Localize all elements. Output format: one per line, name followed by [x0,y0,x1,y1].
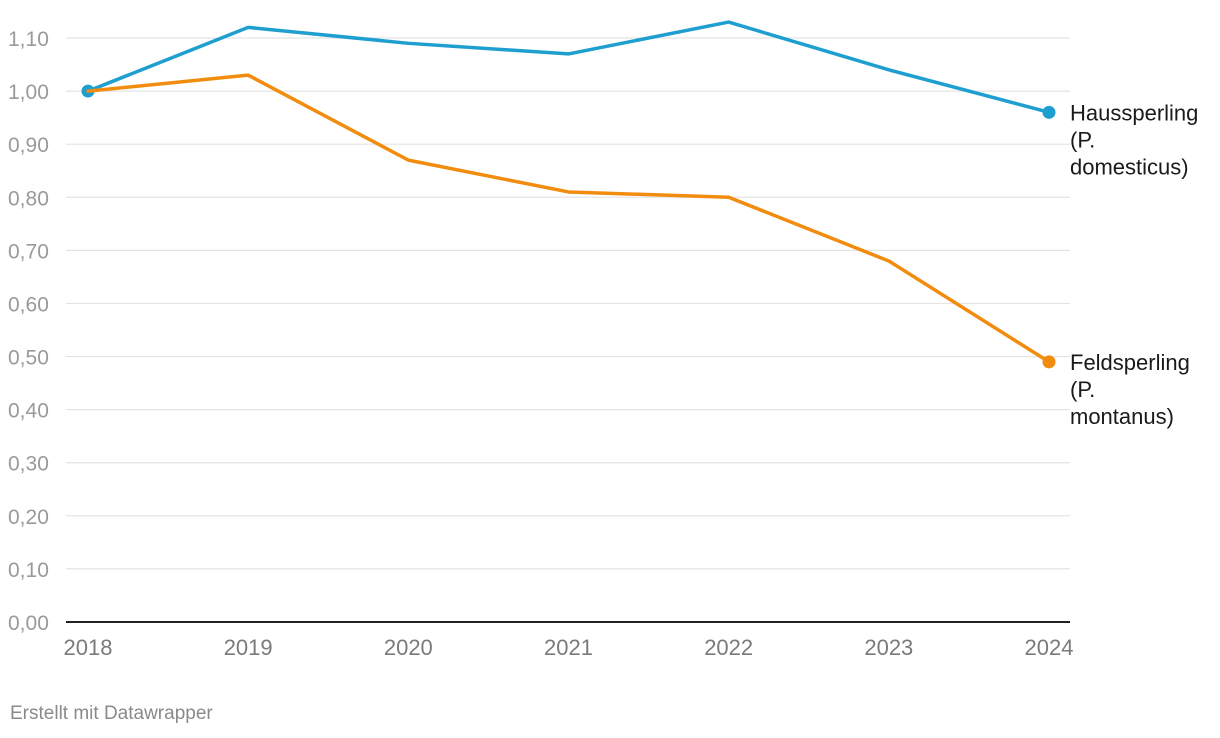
y-axis-ticks: 0,00 0,10 0,20 0,30 0,40 0,50 0,60 0,70 0,80 0,90… [8,28,49,635]
x-axis-ticks: 2018 2019 2020 2021 2022 2023 2024 [64,635,1074,660]
y-tick-label: 0,60 [8,293,49,316]
y-tick-label: 0,20 [8,506,49,529]
series-label-line: (P. [1070,127,1095,152]
y-tick-label: 0,70 [8,240,49,263]
x-tick-label: 2024 [1025,635,1074,660]
x-tick-label: 2018 [64,635,113,660]
series-label-line: Feldsperling [1070,350,1190,375]
y-tick-label: 0,90 [8,134,49,157]
series-lines [81,20,1056,369]
grid-lines [66,37,1070,623]
x-tick-label: 2019 [224,635,273,660]
x-tick-label: 2022 [704,635,753,660]
y-tick-label: 0,40 [8,400,49,423]
y-tick-label: 0,50 [8,347,49,370]
series-label-line: (P. [1070,377,1095,402]
x-tick-label: 2021 [544,635,593,660]
x-tick-label: 2020 [384,635,433,660]
y-tick-label: 0,10 [8,559,49,582]
y-tick-label: 0,80 [8,187,49,210]
series-line-1 [86,73,1051,364]
credit-text: Erstellt mit Datawrapper [10,703,213,724]
series-label-1: Feldsperling (P. montanus) [1070,350,1190,429]
series-label-line: montanus) [1070,404,1174,429]
series-labels: Haussperling (P. domesticus)Feldsperling (P… [1070,100,1198,429]
y-tick-label: 1,10 [8,28,49,51]
series-label-0: Haussperling (P. domesticus) [1070,100,1198,179]
series-label-line: Haussperling [1070,100,1198,125]
y-tick-label: 0,00 [8,612,49,635]
series-line-0 [86,20,1051,115]
series-end-point [1042,105,1056,119]
y-tick-label: 0,30 [8,453,49,476]
y-tick-label: 1,00 [8,81,49,104]
x-tick-label: 2023 [864,635,913,660]
series-end-point [1042,355,1056,369]
series-label-line: domesticus) [1070,154,1189,179]
